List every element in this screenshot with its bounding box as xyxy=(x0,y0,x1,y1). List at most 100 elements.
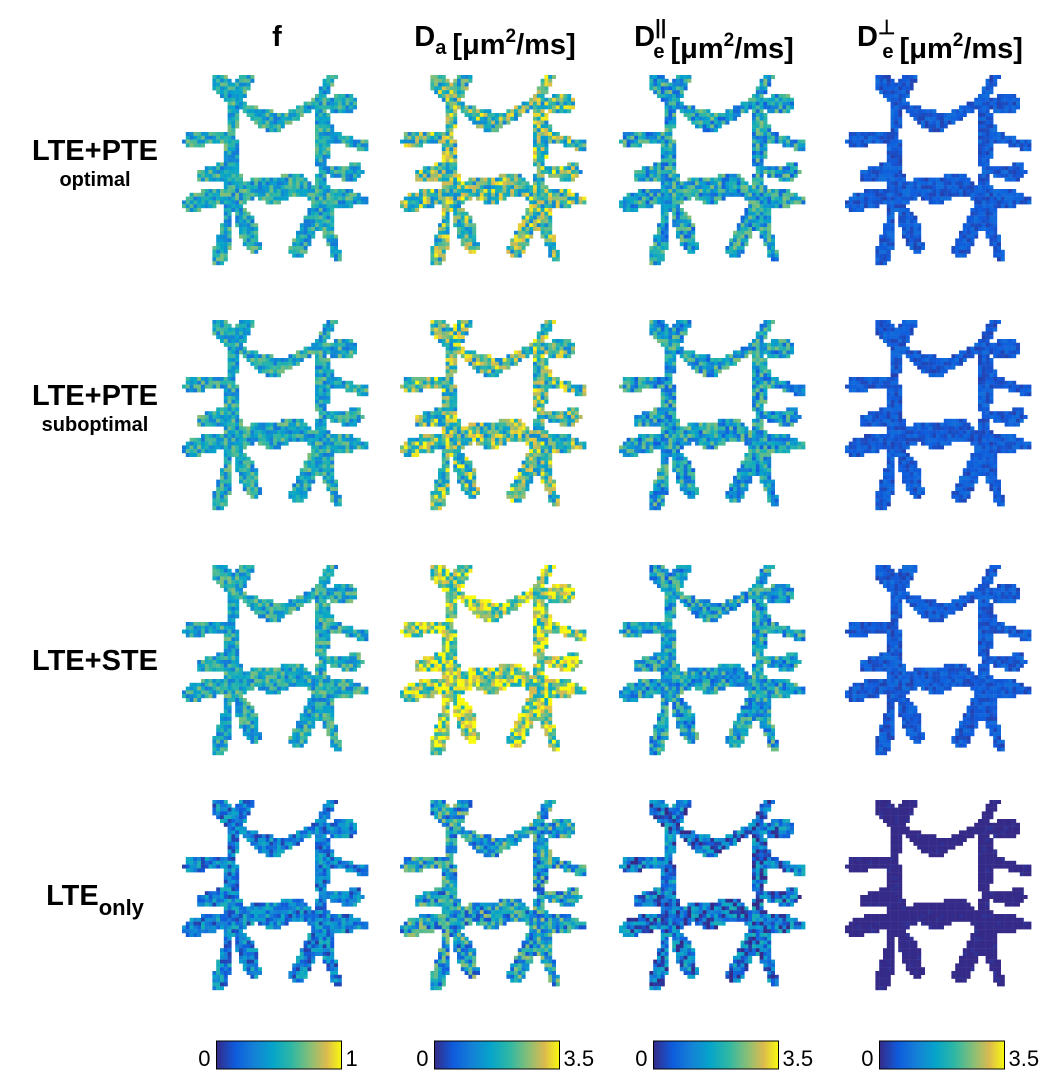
voxel xyxy=(228,235,232,239)
voxel xyxy=(525,219,529,223)
voxel xyxy=(258,117,262,121)
voxel xyxy=(266,117,270,121)
voxel xyxy=(722,189,726,193)
voxel xyxy=(533,124,537,128)
voxel xyxy=(461,193,465,197)
voxel xyxy=(752,143,756,147)
voxel xyxy=(453,216,457,220)
voxel xyxy=(767,140,771,144)
voxel xyxy=(449,155,453,159)
voxel xyxy=(323,143,327,147)
voxel xyxy=(548,109,552,113)
voxel xyxy=(330,208,334,212)
voxel xyxy=(642,170,646,174)
voxel xyxy=(665,174,669,178)
voxel xyxy=(634,132,638,136)
voxel xyxy=(748,102,752,106)
voxel xyxy=(733,181,737,185)
voxel xyxy=(737,178,741,182)
voxel xyxy=(653,170,657,174)
voxel xyxy=(304,238,308,242)
voxel xyxy=(672,155,676,159)
voxel xyxy=(898,90,902,94)
voxel xyxy=(529,219,533,223)
voxel xyxy=(258,242,262,246)
voxel xyxy=(680,200,684,204)
voxel xyxy=(258,121,262,125)
voxel xyxy=(760,102,764,106)
voxel xyxy=(741,246,745,250)
voxel xyxy=(220,189,224,193)
voxel xyxy=(619,204,623,208)
voxel xyxy=(541,193,545,197)
voxel xyxy=(786,166,790,170)
voxel xyxy=(434,235,438,239)
voxel xyxy=(771,254,775,258)
voxel xyxy=(495,113,499,117)
voxel xyxy=(323,102,327,106)
voxel xyxy=(239,219,243,223)
voxel xyxy=(760,147,764,151)
voxel xyxy=(552,109,556,113)
voxel xyxy=(247,223,251,227)
voxel xyxy=(733,238,737,242)
voxel xyxy=(680,227,684,231)
voxel xyxy=(657,132,661,136)
voxel xyxy=(887,86,891,90)
voxel xyxy=(691,250,695,254)
voxel xyxy=(262,193,266,197)
voxel xyxy=(668,197,672,201)
voxel xyxy=(649,75,653,79)
voxel xyxy=(250,181,254,185)
voxel xyxy=(457,231,461,235)
voxel xyxy=(292,113,296,117)
voxel xyxy=(330,98,334,102)
voxel xyxy=(258,109,262,113)
voxel xyxy=(525,238,529,242)
voxel xyxy=(461,200,465,204)
voxel xyxy=(243,185,247,189)
voxel xyxy=(408,136,412,140)
voxel xyxy=(760,170,764,174)
voxel xyxy=(453,105,457,109)
voxel xyxy=(307,197,311,201)
voxel xyxy=(300,235,304,239)
voxel xyxy=(326,86,330,90)
voxel xyxy=(649,136,653,140)
voxel xyxy=(423,174,427,178)
voxel xyxy=(894,98,898,102)
voxel xyxy=(419,178,423,182)
voxel xyxy=(364,140,368,144)
voxel xyxy=(767,193,771,197)
voxel xyxy=(710,113,714,117)
voxel xyxy=(461,189,465,193)
voxel xyxy=(254,113,258,117)
voxel xyxy=(575,147,579,151)
voxel xyxy=(319,90,323,94)
voxel xyxy=(634,143,638,147)
voxel xyxy=(579,197,583,201)
voxel xyxy=(209,170,213,174)
voxel xyxy=(228,178,232,182)
voxel xyxy=(875,83,879,87)
voxel xyxy=(457,189,461,193)
voxel xyxy=(537,94,541,98)
voxel xyxy=(665,113,669,117)
voxel xyxy=(239,102,243,106)
voxel xyxy=(438,261,442,265)
voxel xyxy=(552,166,556,170)
voxel xyxy=(522,178,526,182)
voxel xyxy=(319,86,323,90)
voxel xyxy=(537,212,541,216)
voxel xyxy=(763,117,767,121)
voxel xyxy=(400,140,404,144)
voxel xyxy=(665,246,669,250)
voxel xyxy=(798,147,802,151)
voxel xyxy=(247,238,251,242)
voxel xyxy=(292,109,296,113)
voxel xyxy=(472,178,476,182)
voxel xyxy=(228,83,232,87)
voxel xyxy=(262,181,266,185)
voxel xyxy=(744,185,748,189)
voxel xyxy=(579,170,583,174)
